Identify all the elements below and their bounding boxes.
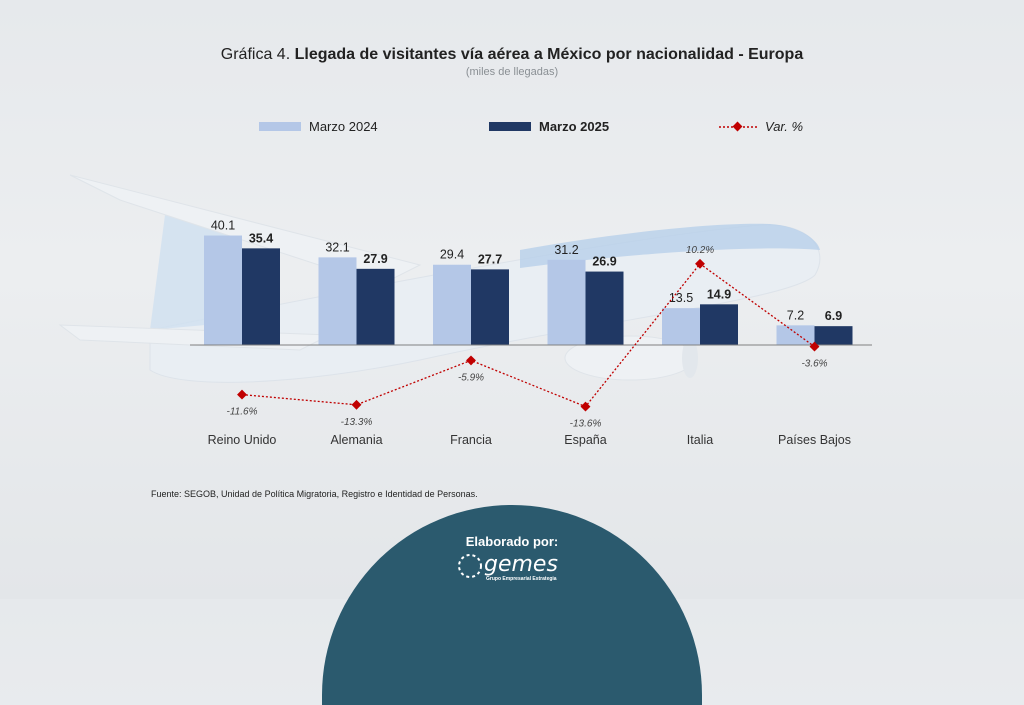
var-marker-4 [695, 258, 705, 269]
var-label-1: -13.3% [341, 417, 373, 428]
legend-var-marker [732, 121, 743, 132]
var-marker-1 [351, 399, 362, 410]
source-note: Fuente: SEGOB, Unidad de Política Migrat… [151, 489, 478, 499]
var-marker-0 [237, 389, 247, 400]
footer-label: Elaborado por: [465, 534, 559, 549]
bar-2025-2 [471, 269, 509, 345]
chart-subtitle: (miles de llegadas) [465, 66, 559, 78]
brand-logo-icon [458, 554, 482, 578]
var-marker-3 [580, 401, 591, 412]
bar-2025-5 [814, 326, 853, 345]
data-label-2025-3: 26.9 [592, 255, 616, 269]
legend-var-label: Var. % [765, 119, 803, 134]
data-label-2025-5: 6.9 [825, 309, 842, 323]
data-label-2024-5: 7.2 [787, 308, 804, 322]
data-label-2024-0: 40.1 [211, 219, 235, 233]
data-label-2025-0: 35.4 [249, 231, 273, 245]
data-label-2024-3: 31.2 [554, 243, 578, 257]
data-label-2025-1: 27.9 [363, 252, 387, 266]
bar-2024-0 [204, 235, 242, 345]
chart-title-prefix: Gráfica 4. [220, 46, 291, 63]
legend-marzo-2024-swatch [259, 122, 301, 131]
legend-marzo-2025-label: Marzo 2025 [539, 119, 609, 134]
bar-2024-3 [547, 259, 586, 345]
var-label-4: 10.2% [686, 245, 714, 256]
category-label-4: Italia [687, 433, 713, 447]
data-label-2024-2: 29.4 [440, 248, 464, 262]
chart-title-main: Llegada de visitantes vía aérea a México… [294, 46, 804, 63]
bar-2024-5 [776, 325, 815, 345]
bar-2025-0 [242, 248, 280, 345]
var-label-0: -11.6% [227, 407, 258, 418]
var-label-5: -3.6% [801, 359, 827, 370]
category-label-3: España [564, 433, 606, 447]
bar-2024-2 [433, 264, 471, 345]
chart-plot-area: Marzo 2024 Marzo 2025 Var. % 40.1 35.4 Reino … [190, 119, 872, 447]
legend-marzo-2024-label: Marzo 2024 [309, 119, 378, 134]
data-label-2024-1: 32.1 [325, 240, 349, 254]
bar-2025-4 [700, 304, 738, 345]
brand-name: gemes [484, 552, 558, 577]
bar-2025-3 [585, 271, 624, 345]
var-label-2: -5.9% [458, 372, 484, 383]
legend-marzo-2025-swatch [489, 122, 531, 131]
category-label-2: Francia [450, 433, 492, 447]
var-marker-5 [809, 341, 820, 352]
category-label-1: Alemania [330, 433, 382, 447]
category-label-5: Países Bajos [778, 433, 851, 447]
var-marker-2 [466, 355, 476, 366]
data-label-2025-4: 14.9 [707, 287, 731, 301]
bar-2024-4 [662, 308, 700, 345]
chart-title: Gráfica 4. Llegada de visitantes vía aér… [0, 46, 1024, 64]
brand-tagline: Grupo Empresarial Estrategia [486, 576, 557, 582]
var-label-3: -13.6% [570, 419, 602, 430]
category-label-0: Reino Unido [208, 433, 277, 447]
data-label-2025-2: 27.7 [478, 252, 502, 266]
bar-2024-1 [318, 257, 357, 345]
bar-2025-1 [356, 268, 395, 345]
